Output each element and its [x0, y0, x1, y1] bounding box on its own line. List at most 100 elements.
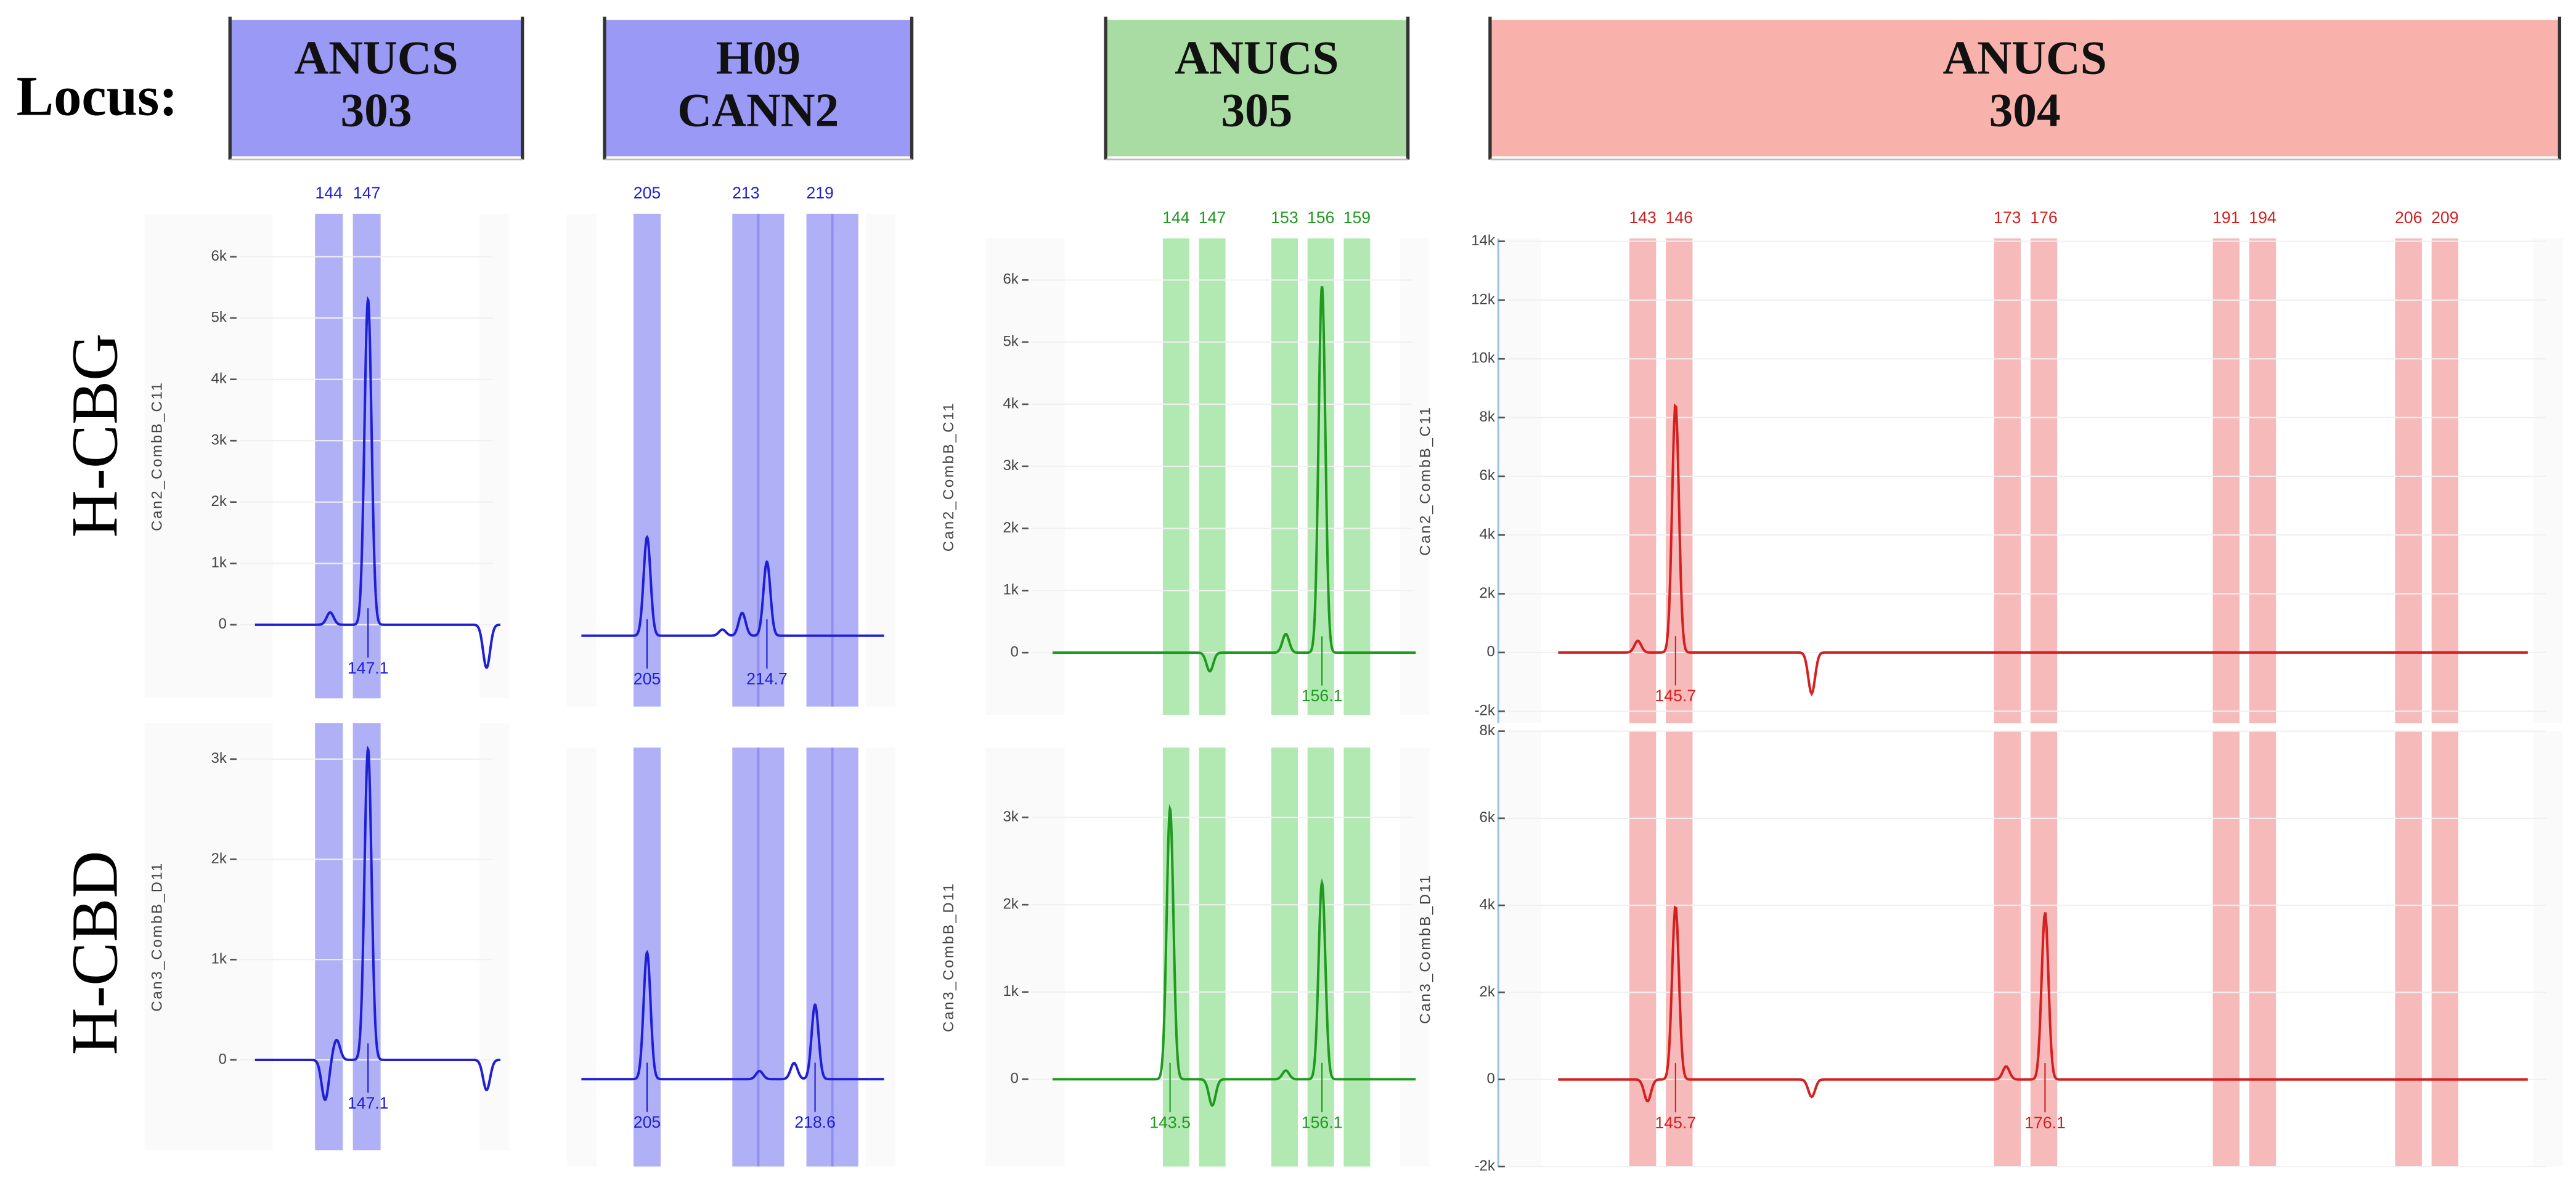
call-label: 147.1	[348, 1094, 389, 1112]
call-label: 145.7	[1655, 1114, 1696, 1132]
y-tick-label: 4k	[1480, 897, 1496, 913]
y-axis-label: Can2_CombB_C11	[149, 381, 165, 531]
y-tick-label: 0	[1487, 643, 1495, 660]
bin	[1199, 238, 1226, 715]
y-tick-label: 5k	[211, 309, 227, 325]
y-tick-label: 8k	[1480, 409, 1496, 425]
call-label: 176.1	[2024, 1114, 2066, 1132]
bin	[1343, 747, 1371, 1167]
call-label: 205	[634, 1113, 661, 1131]
locus-name: H09	[716, 31, 801, 84]
y-tick-label: 4k	[211, 370, 227, 387]
locus-name: 303	[340, 84, 412, 137]
bin	[1629, 238, 1657, 723]
trace	[1052, 804, 1416, 1107]
locus-name: ANUCS	[1175, 31, 1339, 84]
row-label: H-CBG	[59, 333, 132, 538]
bin-label: 213	[732, 184, 759, 202]
trace	[581, 950, 884, 1081]
y-tick-label: 1k	[211, 951, 227, 967]
panel: 0 1k 2k 3k Can3_CombB_D11 147.1	[144, 723, 510, 1150]
locus-name: ANUCS	[1942, 31, 2106, 84]
y-tick-label: 2k	[1480, 983, 1496, 1000]
y-tick-label: 0	[1487, 1070, 1495, 1087]
call-label: 143.5	[1149, 1113, 1191, 1131]
trace	[581, 535, 884, 637]
y-tick-label: 4k	[1480, 526, 1496, 543]
y-tick-label: 1k	[1003, 582, 1019, 598]
panel: 144 147 0 1k 2k 3k 4k 5k 6k Can2_CombB_C11 147.1	[144, 184, 510, 699]
bin-label: 147	[1199, 208, 1226, 227]
bin	[353, 213, 381, 699]
locus-name: CANN2	[677, 84, 839, 137]
bin	[1307, 747, 1334, 1167]
bin	[831, 747, 858, 1167]
bin-label: 206	[2395, 208, 2422, 227]
y-tick-label: 3k	[1003, 457, 1019, 474]
y-axis-label: Can3_CombB_D11	[149, 861, 165, 1012]
bin	[1629, 731, 1657, 1167]
bin	[732, 747, 760, 1167]
y-tick-label: 2k	[1003, 896, 1019, 913]
call-label: 218.6	[794, 1113, 836, 1131]
y-tick-label: 10k	[1471, 350, 1496, 367]
locus-label: Locus:	[17, 65, 178, 127]
bin	[806, 747, 834, 1167]
y-tick-label: 4k	[1003, 395, 1019, 412]
locus-box	[605, 20, 912, 157]
y-tick-label: 6k	[1480, 467, 1496, 484]
trace	[255, 746, 501, 1102]
bin-label: 191	[2212, 208, 2240, 227]
y-tick-label: -2k	[1475, 1157, 1496, 1174]
y-tick-label: 8k	[1480, 722, 1496, 739]
row-label: H-CBD	[59, 851, 132, 1056]
bin	[2030, 238, 2058, 723]
locus-box	[1106, 20, 1408, 157]
bin	[2395, 238, 2422, 723]
bin-label: 144	[1162, 208, 1190, 227]
y-tick-label: 2k	[211, 850, 227, 867]
bin	[2395, 731, 2422, 1167]
panel: 144 147 153 156 159 0 1k 2k 3k 4k 5k 6k Can2_CombB_C…	[940, 208, 1430, 715]
panel: 205 213 219 205 214.7	[566, 184, 895, 707]
bin-label: 159	[1343, 208, 1371, 227]
call-label: 156.1	[1302, 686, 1343, 705]
call-label: 214.7	[746, 670, 788, 688]
bin-label: 143	[1629, 208, 1656, 227]
y-axis-label: Can2_CombB_C11	[940, 402, 957, 552]
y-tick-label: 1k	[211, 555, 227, 571]
y-tick-label: 6k	[211, 248, 227, 264]
y-axis-label: Can3_CombB_D11	[1417, 874, 1433, 1024]
y-tick-label: 12k	[1471, 291, 1496, 307]
bin-label: 176	[2030, 208, 2057, 227]
bin	[1271, 238, 1298, 715]
bin	[806, 213, 834, 707]
bin-label: 194	[2249, 208, 2276, 227]
bin	[2431, 238, 2459, 723]
trace	[1558, 905, 2528, 1102]
call-label: 156.1	[1302, 1113, 1343, 1131]
trace	[255, 296, 501, 669]
y-tick-label: 3k	[211, 432, 227, 449]
bin	[2249, 731, 2276, 1167]
bin	[1343, 238, 1371, 715]
panel: 143 146 173 176 191 194 206 209 -2k 0 2k 4k 6k 8k 10k 1…	[1417, 208, 2563, 723]
trace	[1558, 403, 2528, 697]
locus-box	[1490, 20, 2560, 157]
bin-label: 156	[1307, 208, 1334, 227]
locus-name: 305	[1221, 84, 1292, 137]
y-tick-label: 0	[219, 1051, 227, 1067]
panel: 0 1k 2k 3k Can3_CombB_D11 143.5 156.1	[940, 747, 1430, 1167]
bin	[1271, 747, 1298, 1167]
y-tick-label: 0	[1010, 643, 1018, 660]
y-tick-label: 1k	[1003, 983, 1019, 1000]
bin-label: 209	[2431, 208, 2458, 227]
bin-label: 147	[353, 184, 380, 202]
bin-label: 153	[1271, 208, 1298, 227]
y-tick-label: 0	[1010, 1070, 1018, 1087]
locus-box	[230, 20, 523, 157]
y-tick-label: 2k	[1480, 585, 1496, 601]
bin-label: 173	[1994, 208, 2021, 227]
y-tick-label: 6k	[1003, 271, 1019, 288]
